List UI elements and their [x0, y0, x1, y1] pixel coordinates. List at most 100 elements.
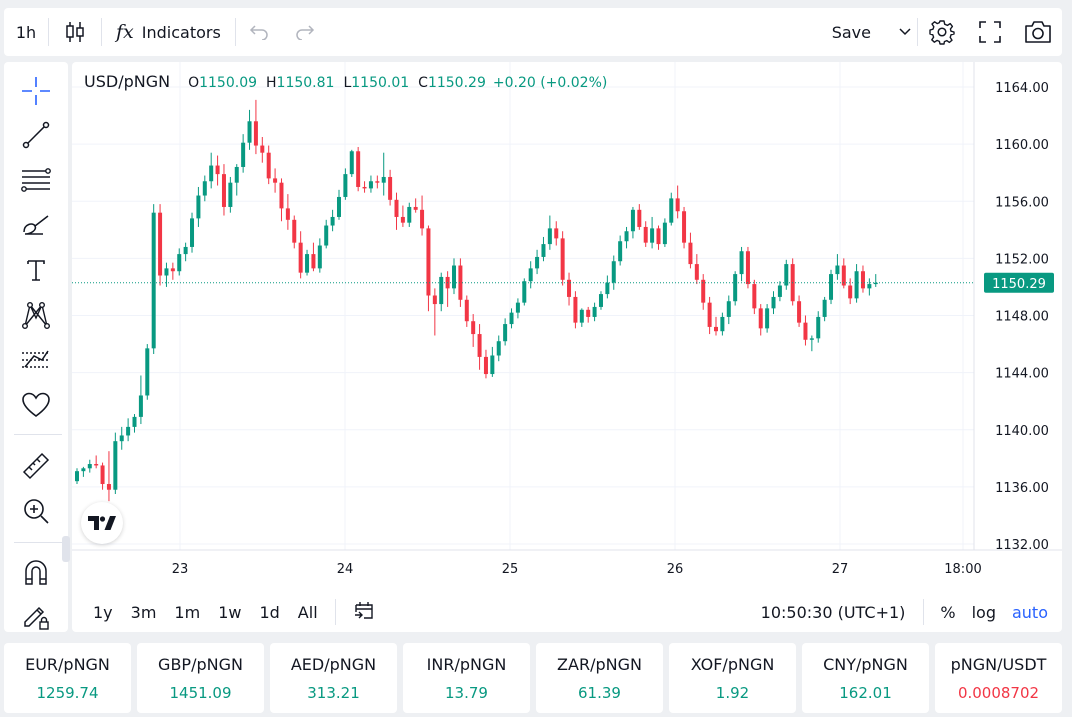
candle [426, 225, 431, 312]
candle [803, 315, 808, 346]
candle-body [317, 245, 322, 269]
ticker-card[interactable]: EUR/pNGN 1259.74 [4, 643, 131, 713]
ticker-value: 1.92 [715, 683, 750, 702]
range-1d[interactable]: 1d [259, 602, 280, 622]
trend-line-icon [22, 121, 50, 149]
candle [854, 264, 859, 303]
prediction-tool[interactable] [18, 342, 54, 378]
candle-body [471, 321, 476, 335]
candle [860, 265, 865, 293]
text-tool[interactable] [18, 252, 54, 288]
save-button[interactable]: Save [822, 8, 917, 56]
candle [873, 274, 878, 287]
measure-tool[interactable] [18, 448, 54, 484]
candle-body [202, 181, 207, 196]
candle-body [151, 212, 156, 349]
toolbar-divider [14, 434, 62, 435]
brush-tool[interactable] [18, 207, 54, 243]
trend-line-tool[interactable] [18, 117, 54, 153]
zoom-tool[interactable] [18, 493, 54, 529]
indicators-button[interactable]: fx Indicators [102, 8, 235, 56]
undo-button[interactable] [236, 8, 282, 56]
crosshair-tool[interactable] [18, 73, 54, 109]
candle [669, 192, 674, 226]
candle-body [867, 284, 872, 289]
y-tick-label: 1160.00 [995, 138, 1049, 153]
ruler-icon [22, 452, 50, 480]
fib-tool[interactable] [18, 162, 54, 198]
candle [221, 164, 226, 216]
chevron-down-icon[interactable] [899, 28, 911, 36]
tradingview-logo[interactable] [81, 502, 123, 544]
candle-body [420, 209, 425, 229]
range-1y[interactable]: 1y [93, 602, 113, 622]
ticker-card[interactable]: AED/pNGN 313.21 [270, 643, 397, 713]
fullscreen-button[interactable] [966, 8, 1014, 56]
log-toggle[interactable]: log [971, 602, 996, 622]
candle [432, 288, 437, 336]
ticker-card[interactable]: XOF/pNGN 1.92 [669, 643, 796, 713]
percent-toggle[interactable]: % [940, 602, 956, 622]
price-chart[interactable]: 1164.00 1160.00 1156.00 1152.00 1148.00 1144.… [72, 62, 1062, 592]
candle [694, 254, 699, 285]
high-label: H [266, 75, 277, 91]
close-label: C [418, 75, 428, 91]
interval-button[interactable]: 1h [4, 8, 48, 56]
candle [688, 232, 693, 269]
favorites-tool[interactable] [18, 387, 54, 423]
lock-drawings-tool[interactable] [18, 598, 54, 634]
ticker-card[interactable]: GBP/pNGN 1451.09 [137, 643, 264, 713]
candle-body [158, 212, 163, 276]
candle [413, 198, 418, 213]
candle-body [381, 176, 386, 183]
candle-body [324, 225, 329, 246]
candle [119, 426, 124, 450]
y-tick-label: 1136.00 [995, 481, 1049, 496]
magnet-tool[interactable] [18, 554, 54, 590]
candle-body [860, 271, 865, 289]
candle-body [598, 294, 603, 307]
ticker-value: 162.01 [839, 683, 892, 702]
timezone-clock[interactable]: 10:50:30 (UTC+1) [760, 602, 906, 622]
candle-body [196, 195, 201, 219]
candle-body [771, 296, 776, 309]
pattern-tool[interactable] [18, 297, 54, 333]
toolbar-collapse-handle[interactable] [62, 536, 70, 562]
candle-body [190, 218, 195, 247]
auto-toggle[interactable]: auto [1011, 602, 1048, 622]
redo-button[interactable] [282, 8, 328, 56]
range-all[interactable]: All [297, 602, 318, 622]
candle-body [841, 265, 846, 286]
ticker-card[interactable]: ZAR/pNGN 61.39 [536, 643, 663, 713]
bottom-divider [334, 599, 336, 625]
candle [726, 295, 731, 325]
text-icon [27, 260, 45, 281]
settings-button[interactable] [918, 8, 966, 56]
candle-body [714, 326, 718, 332]
bottom-divider [923, 599, 925, 625]
candle [87, 459, 92, 473]
chart-panel[interactable]: 1164.00 1160.00 1156.00 1152.00 1148.00 1144.… [72, 62, 1062, 632]
ticker-value: 313.21 [307, 683, 360, 702]
range-1m[interactable]: 1m [174, 602, 201, 622]
screenshot-button[interactable] [1014, 8, 1062, 56]
ticker-card[interactable]: INR/pNGN 13.79 [403, 643, 530, 713]
candle-body [477, 334, 482, 357]
candle-body [579, 309, 584, 323]
candle [151, 204, 156, 355]
ticker-card[interactable]: pNGN/USDT 0.0008702 [935, 643, 1062, 713]
candle-body [388, 176, 393, 200]
candle [592, 302, 597, 322]
toolbar-divider [917, 18, 918, 46]
candle [138, 375, 143, 425]
range-1w[interactable]: 1w [218, 602, 242, 622]
goto-date-button[interactable] [344, 600, 384, 624]
range-3m[interactable]: 3m [130, 602, 157, 622]
candle [298, 231, 303, 279]
ticker-card[interactable]: CNY/pNGN 162.01 [802, 643, 929, 713]
chart-type-button[interactable] [49, 8, 101, 56]
candle-body [822, 299, 827, 317]
low-label: L [343, 75, 352, 91]
symbol-name[interactable]: USD/pNGN [84, 72, 171, 91]
open-value: 1150.09 [199, 75, 258, 91]
